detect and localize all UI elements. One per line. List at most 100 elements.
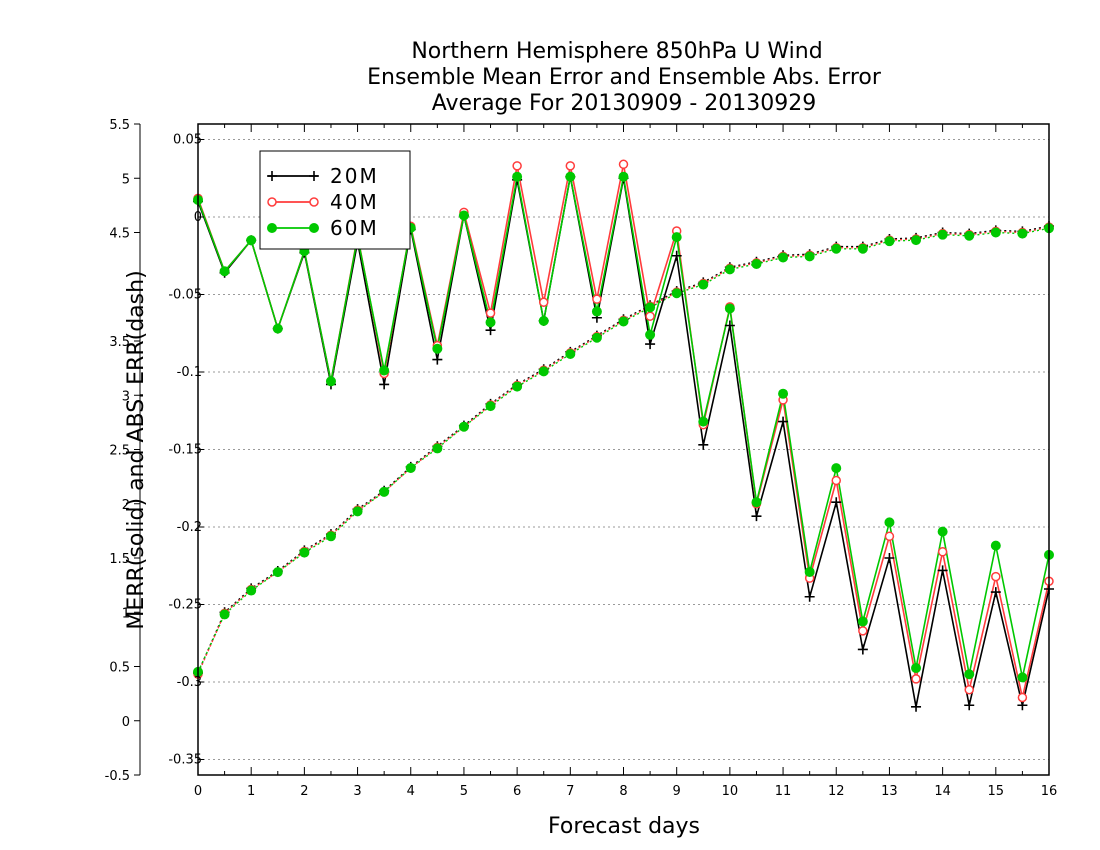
x-tick-label: 3	[353, 784, 361, 799]
x-tick-label: 7	[566, 784, 574, 799]
series-60m-abs-err-point	[1017, 228, 1028, 239]
series-20m-merr-point	[645, 339, 656, 350]
series-60m-abs-err-point	[272, 567, 283, 578]
chart-title-line-2: Ensemble Mean Error and Ensemble Abs. Er…	[367, 65, 882, 90]
y-abs-tick-label: 2.5	[109, 444, 130, 459]
series-60m-abs-err-point	[538, 366, 549, 377]
series-60m-merr-point	[538, 315, 549, 326]
series-60m-merr-point	[458, 210, 469, 221]
series-60m-merr-point	[219, 266, 230, 277]
series-40m-merr-point	[512, 161, 522, 171]
series-60m-abs-err-point	[857, 243, 868, 254]
x-tick-label: 13	[881, 784, 898, 799]
series-60m-abs-err-point	[831, 243, 842, 254]
series-60m-merr-point	[724, 303, 735, 314]
series-60m-abs-err-point	[565, 349, 576, 360]
series-60m-abs-err-point	[591, 332, 602, 343]
series-40m-merr-point	[565, 161, 576, 171]
series-60m-merr-point	[565, 171, 576, 182]
series-40m-abs-err-line	[197, 226, 1050, 675]
series-20m-merr-point	[990, 587, 1001, 598]
series-20m-merr-point	[432, 354, 443, 365]
y-abs-tick-label: 1.5	[109, 552, 130, 567]
x-tick-label: 5	[460, 784, 468, 799]
y-merr-tick-label: -0.25	[168, 598, 202, 613]
series-20m-merr-point	[831, 497, 842, 508]
y-merr-tick-label: 0.05	[173, 133, 202, 148]
y-abs-tick-label: 2	[122, 498, 130, 513]
series-60m-merr-point	[1017, 672, 1028, 683]
series-60m-merr-point	[645, 329, 656, 340]
x-tick-label: 1	[247, 784, 255, 799]
x-tick-label: 16	[1041, 784, 1058, 799]
y-abs-tick-label: 5	[122, 172, 130, 187]
series-20m-merr-point	[671, 250, 682, 261]
series-60m-abs-err-point	[512, 381, 523, 392]
x-tick-label: 12	[828, 784, 845, 799]
x-axis-label: Forecast days	[548, 814, 700, 839]
series-60m-abs-err-point	[405, 462, 416, 473]
series-40m-merr-point	[964, 685, 974, 695]
series-60m-abs-err-point	[751, 258, 762, 269]
series-20m-merr-point	[937, 565, 948, 576]
series-40m-merr-point	[884, 531, 895, 542]
series-60m-abs-err-point	[246, 585, 257, 596]
series-40m-merr-point	[831, 475, 841, 486]
series-60m-merr-point	[990, 540, 1001, 551]
series-60m-abs-err-point	[937, 229, 948, 240]
chart-title-line-3: Average For 20130909 - 20130929	[432, 91, 817, 116]
series-60m-merr-point	[751, 497, 762, 508]
y-abs-tick-label: 3.5	[109, 335, 130, 350]
series-40m-merr-point	[538, 297, 549, 307]
axis-layer: 0.05 0 -0.05 -0.1 -0.15 -0.2 -0.25 -0.3 -0.35 5.5…	[105, 118, 1058, 799]
y-abs-tick-label: 5.5	[109, 118, 130, 133]
series-60m-merr-point	[884, 517, 895, 528]
series-20m-merr-point	[964, 700, 975, 711]
series-40m-merr-point	[618, 159, 629, 170]
series-60m-merr-point	[272, 323, 283, 334]
legend-label-40m: 40M	[330, 190, 379, 214]
series-20m-merr-point	[804, 591, 815, 602]
series-60m-merr-point	[778, 388, 789, 399]
x-tick-label: 9	[673, 784, 681, 799]
series-20m-merr-point	[778, 416, 789, 427]
legend-marker-60m	[309, 223, 319, 233]
x-tick-label: 15	[988, 784, 1005, 799]
legend-label-60m: 60M	[330, 216, 379, 240]
series-60m-merr-point	[804, 566, 815, 577]
series-60m-abs-err-point	[911, 235, 922, 246]
series-40m-merr-point	[858, 626, 868, 636]
series-60m-abs-err-point	[724, 264, 735, 275]
series-20m-merr-line	[197, 176, 1050, 707]
series-20m-merr-point	[379, 379, 390, 390]
series-60m-abs-err-point	[990, 227, 1001, 238]
series-layer	[193, 159, 1054, 712]
x-tick-label: 2	[300, 784, 308, 799]
series-20m-merr-point	[751, 511, 762, 522]
y-abs-tick-label: -0.5	[105, 769, 130, 784]
series-20m-merr-point	[857, 644, 868, 655]
y-axis-label: MERR(solid) and ABS. ERR(dash)	[124, 270, 149, 629]
series-60m-abs-err-point	[645, 302, 656, 313]
series-60m-abs-err-point	[325, 531, 336, 542]
series-60m-abs-err-point	[618, 316, 629, 327]
series-20m-abs-err-line	[197, 225, 1050, 674]
y-merr-tick-label: -0.35	[168, 753, 202, 768]
y-abs-tick-label: 4.5	[109, 227, 130, 242]
series-40m-merr-point	[592, 294, 602, 304]
series-40m-merr-point	[911, 674, 921, 684]
y-abs-tick-label: 1	[122, 606, 130, 621]
series-60m-abs-err-point	[804, 251, 815, 262]
legend-marker-20m	[267, 171, 277, 181]
series-60m-merr-point	[485, 317, 496, 328]
series-40m-merr-point	[937, 547, 948, 557]
y-merr-tick-label: -0.2	[177, 520, 202, 535]
series-60m-abs-err-point	[352, 506, 363, 517]
y-merr-tick-label: 0	[194, 210, 202, 225]
y-abs-tick-label: 0.5	[109, 661, 130, 676]
series-60m-merr-line	[197, 176, 1050, 678]
series-60m-abs-err-point	[379, 486, 390, 497]
y-abs-tick-label: 0	[122, 715, 130, 730]
series-60m-merr-point	[911, 663, 922, 674]
